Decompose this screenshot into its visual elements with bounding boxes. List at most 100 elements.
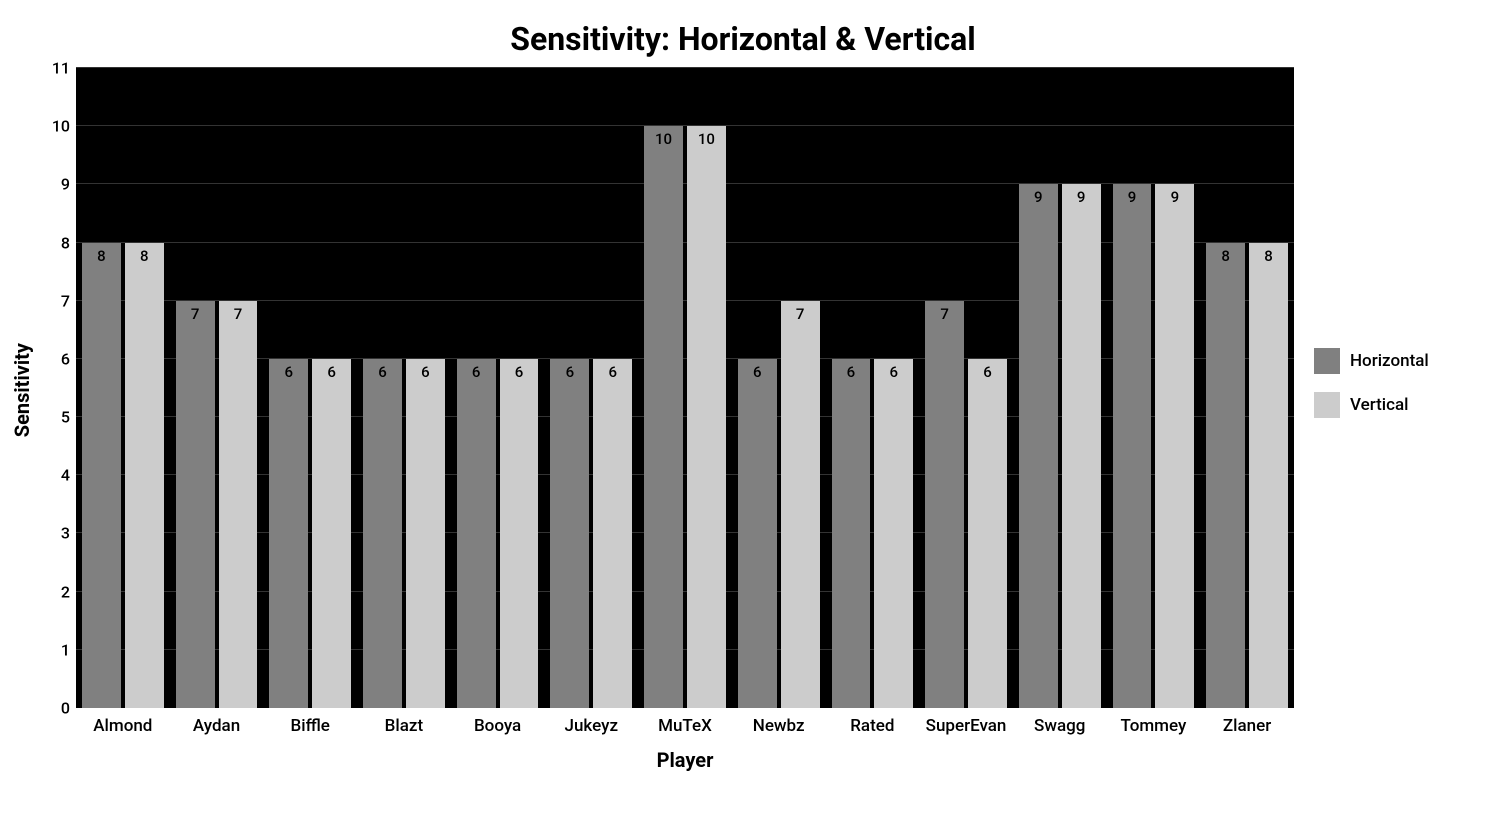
bar-group: 66	[544, 68, 638, 708]
bar: 6	[363, 359, 402, 708]
x-axis-ticks: AlmondAydanBiffleBlaztBooyaJukeyzMuTeXNe…	[76, 708, 1294, 736]
x-tick: SuperEvan	[919, 708, 1013, 736]
bar-value-label: 6	[406, 363, 445, 381]
y-tick: 3	[61, 524, 70, 543]
bars-layer: 8877666666661010676676999988	[76, 68, 1294, 708]
legend-swatch	[1314, 392, 1340, 418]
bar: 7	[219, 301, 258, 708]
bar: 6	[593, 359, 632, 708]
legend-label: Vertical	[1350, 395, 1409, 415]
bar-value-label: 6	[500, 363, 539, 381]
bar: 9	[1062, 184, 1101, 708]
bar-value-label: 10	[687, 130, 726, 148]
bar-value-label: 6	[457, 363, 496, 381]
x-tick: Rated	[826, 708, 920, 736]
bar-value-label: 10	[644, 130, 683, 148]
bar: 7	[176, 301, 215, 708]
bar-value-label: 8	[1206, 247, 1245, 265]
bar-group: 76	[919, 68, 1013, 708]
bar-value-label: 7	[219, 305, 258, 323]
x-tick: Biffle	[263, 708, 357, 736]
bar: 6	[312, 359, 351, 708]
bar-group: 66	[826, 68, 920, 708]
plot-area: 8877666666661010676676999988	[76, 68, 1294, 708]
x-tick: MuTeX	[638, 708, 732, 736]
bar-value-label: 6	[269, 363, 308, 381]
bar-value-label: 6	[968, 363, 1007, 381]
x-tick: Zlaner	[1200, 708, 1294, 736]
bar: 8	[125, 243, 164, 708]
bar: 6	[738, 359, 777, 708]
y-axis-ticks: 01234567891011	[40, 68, 76, 708]
legend: Horizontal Vertical	[1294, 68, 1429, 418]
bar: 6	[406, 359, 445, 708]
bar: 7	[781, 301, 820, 708]
bar: 10	[687, 126, 726, 708]
x-tick: Jukeyz	[544, 708, 638, 736]
y-tick: 7	[61, 291, 70, 310]
bar: 8	[82, 243, 121, 708]
x-tick: Booya	[451, 708, 545, 736]
bar: 6	[550, 359, 589, 708]
bar: 9	[1113, 184, 1152, 708]
bar-value-label: 8	[125, 247, 164, 265]
bar-group: 67	[732, 68, 826, 708]
chart-title: Sensitivity: Horizontal & Vertical	[0, 0, 1486, 68]
x-axis-label: Player	[76, 736, 1294, 772]
y-tick: 5	[61, 408, 70, 427]
bar-value-label: 6	[874, 363, 913, 381]
y-tick: 9	[61, 175, 70, 194]
legend-label: Horizontal	[1350, 351, 1429, 371]
bar-group: 66	[357, 68, 451, 708]
bar-group: 66	[451, 68, 545, 708]
bar-value-label: 8	[82, 247, 121, 265]
bar-value-label: 8	[1249, 247, 1288, 265]
legend-item: Horizontal	[1314, 348, 1429, 374]
bar-value-label: 7	[925, 305, 964, 323]
bar-value-label: 9	[1019, 188, 1058, 206]
y-tick: 0	[61, 699, 70, 718]
x-tick: Newbz	[732, 708, 826, 736]
x-tick: Swagg	[1013, 708, 1107, 736]
bar-value-label: 6	[832, 363, 871, 381]
bar-group: 1010	[638, 68, 732, 708]
bar-group: 99	[1013, 68, 1107, 708]
bar-value-label: 6	[312, 363, 351, 381]
bar: 8	[1206, 243, 1245, 708]
bar-value-label: 9	[1113, 188, 1152, 206]
bar-value-label: 6	[593, 363, 632, 381]
y-tick: 2	[61, 582, 70, 601]
bar-group: 88	[1200, 68, 1294, 708]
bar: 6	[832, 359, 871, 708]
bar-value-label: 9	[1062, 188, 1101, 206]
legend-item: Vertical	[1314, 392, 1429, 418]
bar: 6	[269, 359, 308, 708]
bar-group: 66	[263, 68, 357, 708]
x-tick: Tommey	[1107, 708, 1201, 736]
bar: 9	[1155, 184, 1194, 708]
chart-container: Sensitivity: Horizontal & Vertical Sensi…	[0, 0, 1486, 834]
bar-group: 99	[1107, 68, 1201, 708]
y-tick: 4	[61, 466, 70, 485]
x-tick: Aydan	[170, 708, 264, 736]
bar: 10	[644, 126, 683, 708]
bar-value-label: 7	[781, 305, 820, 323]
y-tick: 6	[61, 349, 70, 368]
bar: 6	[457, 359, 496, 708]
legend-swatch	[1314, 348, 1340, 374]
bar: 6	[874, 359, 913, 708]
bar-group: 77	[170, 68, 264, 708]
y-tick: 8	[61, 233, 70, 252]
y-tick: 11	[52, 59, 70, 78]
y-tick: 1	[61, 640, 70, 659]
bar-value-label: 9	[1155, 188, 1194, 206]
x-tick: Blazt	[357, 708, 451, 736]
bar: 8	[1249, 243, 1288, 708]
y-axis-label: Sensitivity	[10, 343, 34, 437]
bar-value-label: 6	[363, 363, 402, 381]
bar-value-label: 6	[550, 363, 589, 381]
plot-column: 8877666666661010676676999988 AlmondAydan…	[76, 68, 1294, 772]
bar-group: 88	[76, 68, 170, 708]
bar: 9	[1019, 184, 1058, 708]
bar: 6	[968, 359, 1007, 708]
